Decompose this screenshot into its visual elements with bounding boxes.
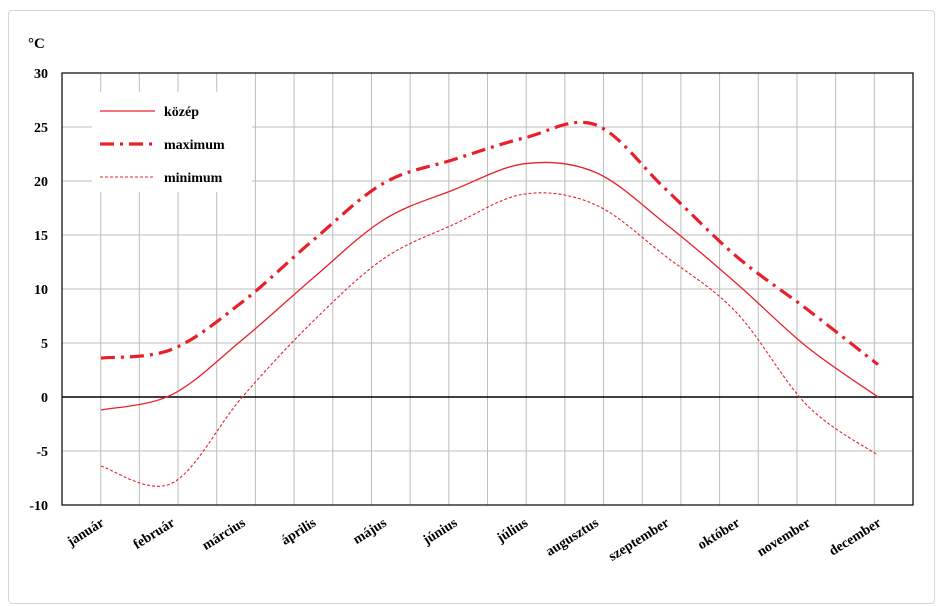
y-tick-label: -10 <box>29 499 48 514</box>
x-tick-label: március <box>200 515 249 553</box>
plot-frame-group <box>61 72 914 506</box>
x-tick-label: június <box>420 515 461 548</box>
y-tick-label: 10 <box>34 283 48 298</box>
legend-label: minimum <box>164 171 223 186</box>
y-tick-label: 0 <box>41 391 48 406</box>
y-tick-label: 25 <box>34 121 48 136</box>
y-tick-label: 20 <box>34 175 48 190</box>
legend-box <box>92 92 252 192</box>
series-line-dotted <box>100 192 879 487</box>
legend: közép maximum minimum <box>92 92 252 192</box>
y-tick-labels: 30 25 20 15 10 5 0 -5 -10 <box>29 67 48 514</box>
y-tick-label: 15 <box>34 229 48 244</box>
series-line-solid <box>100 161 879 411</box>
x-tick-label: február <box>131 516 178 553</box>
y-tick-label: 5 <box>41 337 48 352</box>
x-tick-label: december <box>827 516 884 560</box>
x-tick-label: november <box>755 516 814 560</box>
x-tick-labels: január február március április május június jú… <box>64 515 884 564</box>
series-group <box>100 120 879 487</box>
plot-frame <box>61 72 914 506</box>
legend-label: közép <box>164 105 199 120</box>
series-line-dash-dot <box>100 120 879 366</box>
x-tick-label: október <box>695 516 743 553</box>
legend-label: maximum <box>164 138 225 153</box>
y-unit-label: °C <box>28 36 45 52</box>
x-tick-label: április <box>279 515 320 548</box>
x-tick-label: szeptember <box>606 516 672 565</box>
x-tick-label: május <box>351 515 390 547</box>
x-tick-label: január <box>64 516 107 551</box>
y-tick-label: 30 <box>34 67 48 82</box>
x-tick-label: augusztus <box>543 515 602 559</box>
y-tick-label: -5 <box>36 445 48 460</box>
x-tick-label: július <box>494 515 532 546</box>
